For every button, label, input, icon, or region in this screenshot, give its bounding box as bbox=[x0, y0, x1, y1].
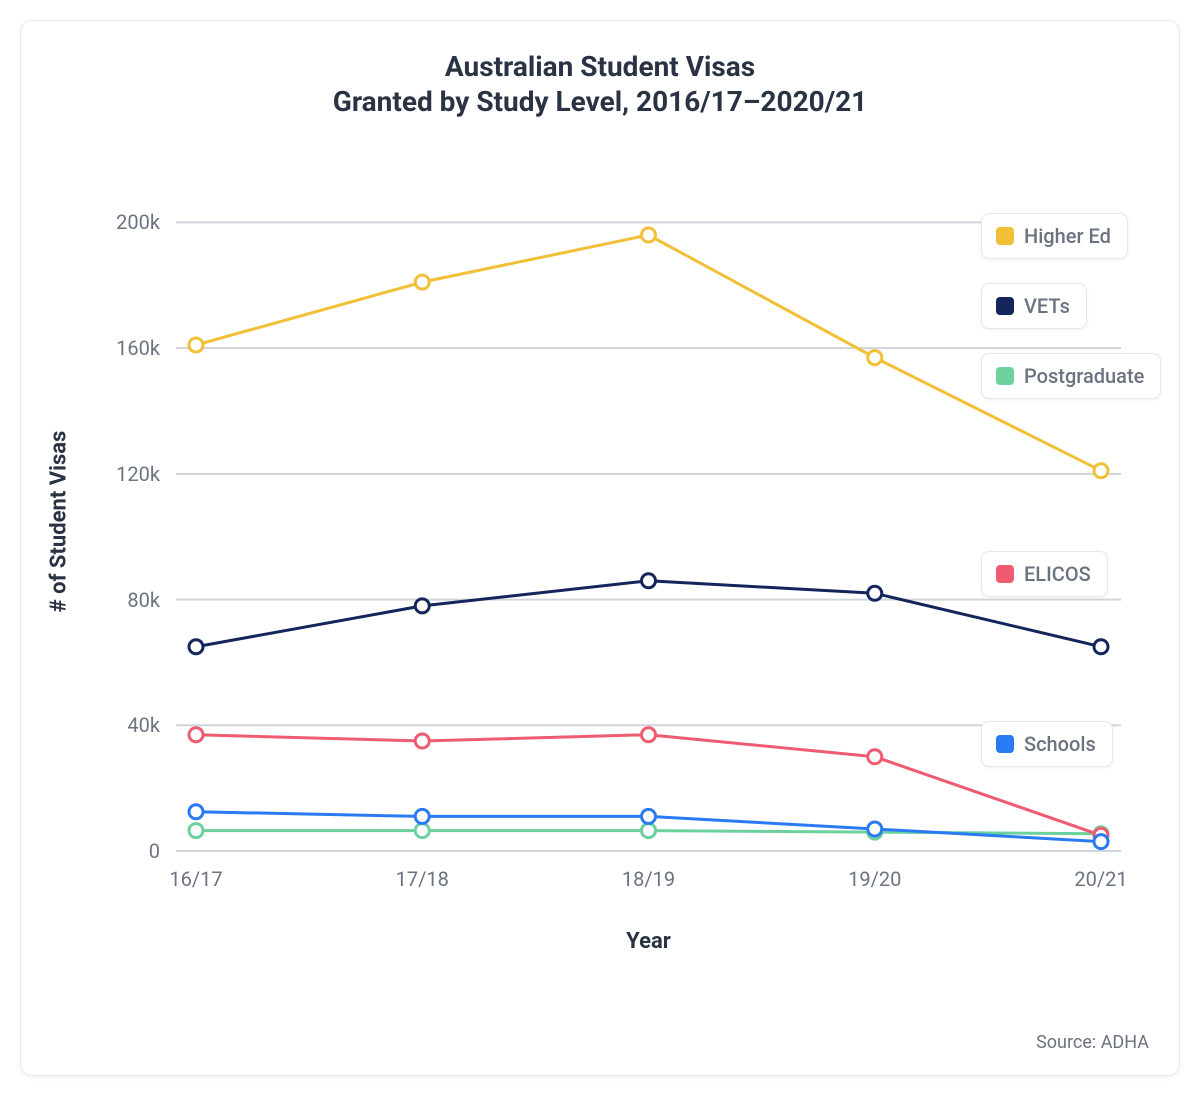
y-axis-label: # of Student Visas bbox=[47, 372, 72, 672]
x-tick-label: 20/21 bbox=[1074, 867, 1127, 891]
y-tick-label: 40k bbox=[127, 713, 160, 737]
legend-item[interactable]: Schools bbox=[981, 721, 1113, 767]
chart-title-line2: Granted by Study Level, 2016/17–2020/21 bbox=[21, 84, 1179, 119]
legend-label: Postgraduate bbox=[1024, 364, 1144, 388]
y-tick-label: 160k bbox=[116, 336, 160, 360]
legend-label: ELICOS bbox=[1024, 562, 1091, 586]
x-tick-label: 18/19 bbox=[622, 867, 675, 891]
legend-item[interactable]: ELICOS bbox=[981, 551, 1108, 597]
legend-item[interactable]: VETs bbox=[981, 283, 1087, 329]
chart-title-line1: Australian Student Visas bbox=[21, 49, 1179, 84]
legend-swatch bbox=[996, 565, 1014, 583]
chart-title: Australian Student Visas Granted by Stud… bbox=[21, 21, 1179, 119]
legend-label: Higher Ed bbox=[1024, 224, 1111, 248]
legend-label: Schools bbox=[1024, 732, 1096, 756]
source-label: Source: ADHA bbox=[1036, 1032, 1149, 1053]
legend-swatch bbox=[996, 227, 1014, 245]
legend-swatch bbox=[996, 367, 1014, 385]
y-tick-label: 120k bbox=[116, 462, 160, 486]
y-tick-label: 0 bbox=[149, 839, 160, 863]
y-tick-label: 80k bbox=[127, 588, 160, 612]
x-tick-label: 19/20 bbox=[848, 867, 901, 891]
legend-item[interactable]: Higher Ed bbox=[981, 213, 1128, 259]
legend-swatch bbox=[996, 735, 1014, 753]
x-tick-label: 16/17 bbox=[169, 867, 222, 891]
chart-plot bbox=[176, 191, 1121, 851]
legend-label: VETs bbox=[1024, 294, 1070, 318]
legend-swatch bbox=[996, 297, 1014, 315]
x-tick-label: 17/18 bbox=[396, 867, 449, 891]
y-tick-label: 200k bbox=[116, 210, 160, 234]
x-axis-label: Year bbox=[599, 929, 699, 954]
chart-card: Australian Student Visas Granted by Stud… bbox=[20, 20, 1180, 1076]
legend-item[interactable]: Postgraduate bbox=[981, 353, 1161, 399]
